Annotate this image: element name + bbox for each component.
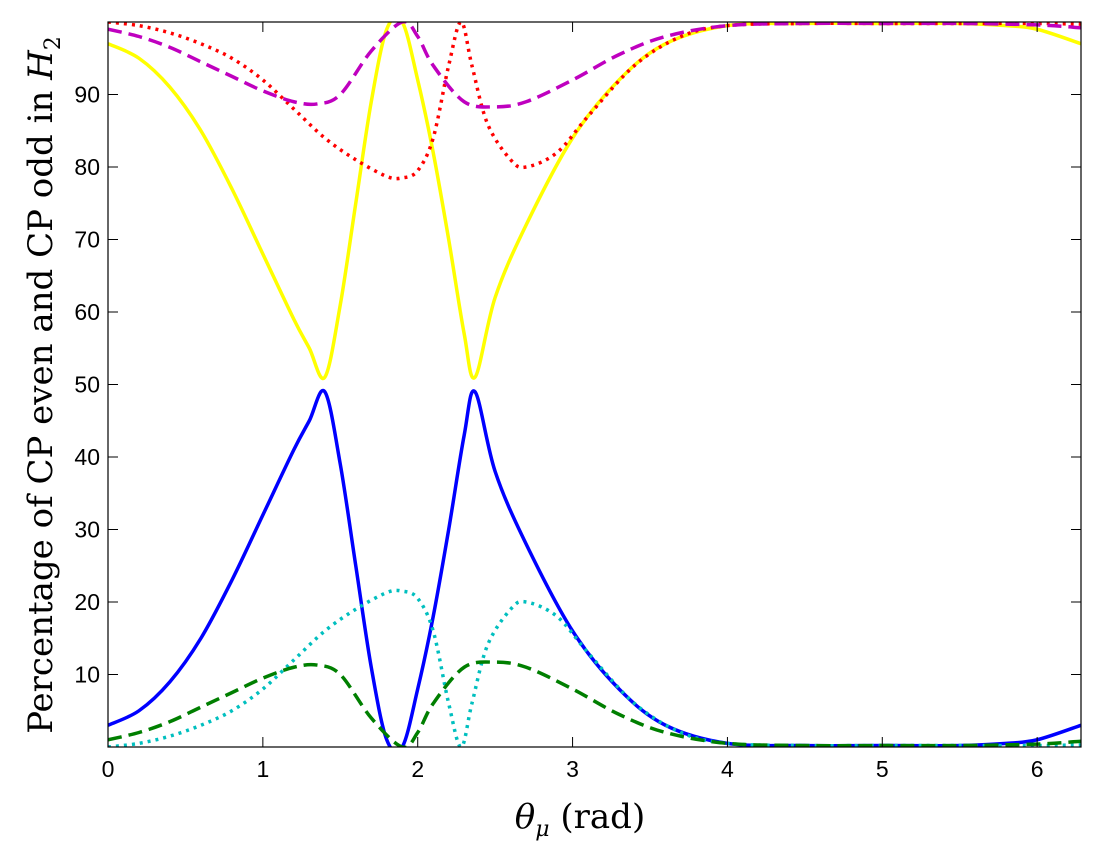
x-tick-label: 4 (721, 756, 734, 782)
tick-layer: 0 1 2 3 4 5 6 10 20 30 40 50 60 70 80 90 (74, 22, 1081, 782)
y-tick-label: 70 (74, 227, 100, 253)
y-axis-subscript: 2 (41, 36, 66, 50)
y-tick-label: 30 (74, 517, 100, 543)
x-tick-label: 5 (876, 756, 889, 782)
y-tick-label: 40 (74, 444, 100, 470)
y-tick-label: 60 (74, 299, 100, 325)
x-tick-label: 0 (102, 756, 115, 782)
x-tick-label: 3 (566, 756, 579, 782)
x-axis-unit: (rad) (550, 797, 646, 837)
y-tick-label: 10 (74, 662, 100, 688)
x-tick-label: 6 (1031, 756, 1044, 782)
y-tick-label: 20 (74, 589, 100, 615)
x-axis-label: θμ (rad) (515, 797, 645, 842)
y-axis-label: Percentage of CP even and CP odd in H2 (21, 36, 66, 734)
y-tick-label: 80 (74, 154, 100, 180)
y-axis-symbol: H (21, 49, 61, 81)
series-line-5 (108, 22, 1081, 109)
x-axis-symbol: θ (515, 797, 535, 837)
x-tick-label: 1 (256, 756, 269, 782)
x-tick-label: 2 (411, 756, 424, 782)
series-layer (108, 22, 1081, 747)
x-axis-subscript: μ (535, 817, 549, 842)
y-axis-text: Percentage of CP even and CP odd in (21, 80, 61, 734)
series-line-4 (108, 588, 1081, 747)
y-tick-label: 50 (74, 372, 100, 398)
series-line-3 (108, 22, 1081, 181)
series-line-6 (108, 660, 1081, 747)
y-tick-label: 90 (74, 82, 100, 108)
